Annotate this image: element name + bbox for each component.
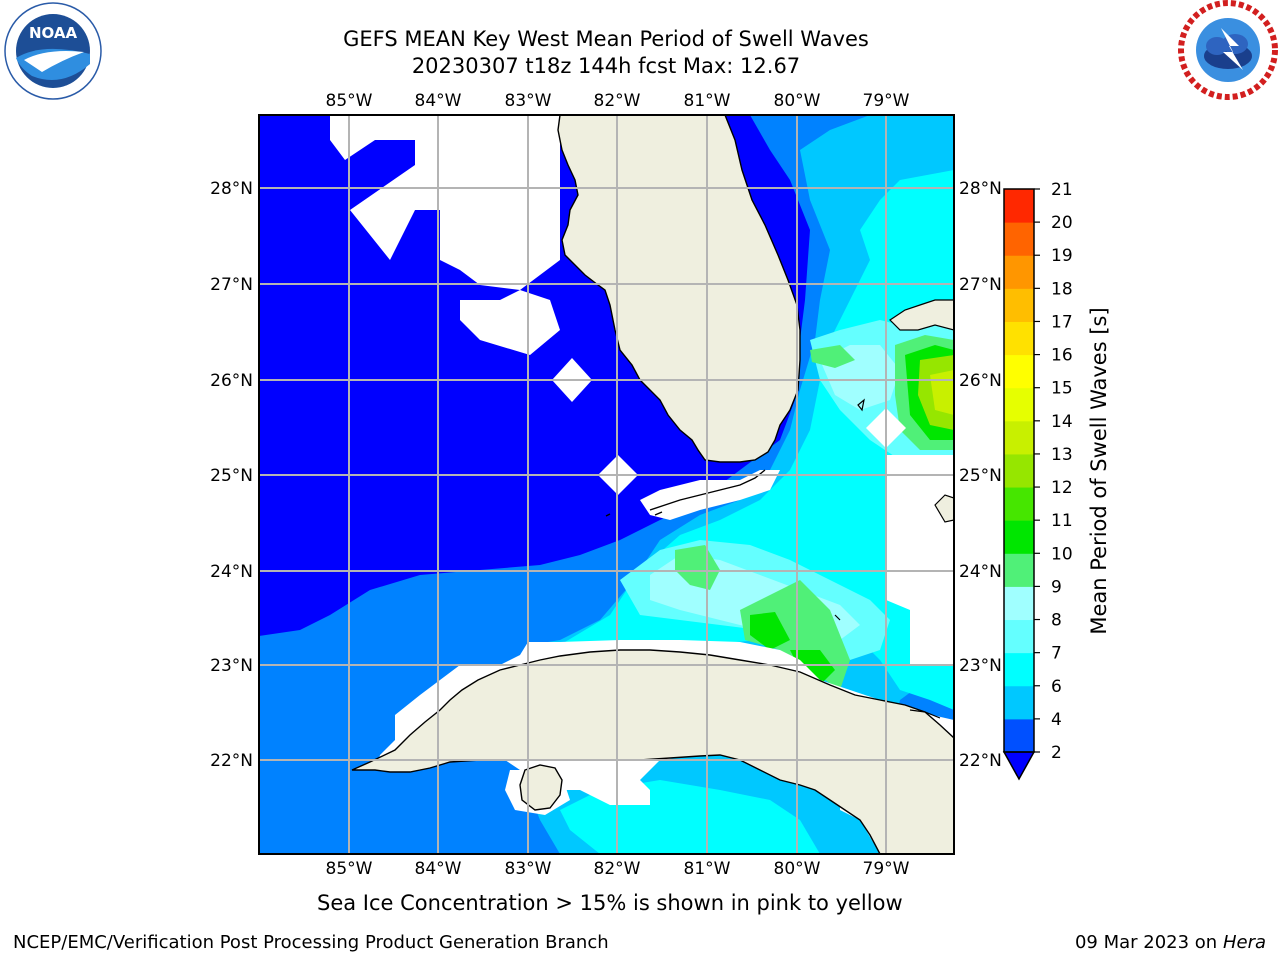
colorbar-segment bbox=[1004, 189, 1034, 223]
lon-labels-bottom: 85°W 84°W 83°W 82°W 81°W 80°W 79°W bbox=[326, 859, 910, 879]
chart-title: GEFS MEAN Key West Mean Period of Swell … bbox=[343, 27, 869, 51]
colorbar-segment bbox=[1004, 718, 1034, 753]
graticule bbox=[259, 115, 954, 854]
swell-band-9-10 bbox=[675, 545, 720, 590]
land-bahamas bbox=[889, 299, 954, 331]
colorbar-extend-arrow bbox=[1002, 751, 1036, 781]
lat-label: 25°N bbox=[959, 466, 1002, 486]
colorbar-tick-label: 11 bbox=[1051, 511, 1073, 531]
lat-label: 24°N bbox=[959, 562, 1002, 582]
colorbar-segment bbox=[1004, 420, 1034, 455]
lat-label: 27°N bbox=[959, 275, 1002, 295]
chart-subtitle-run: 20230307 t18z 144h fcst Max: 12.67 bbox=[411, 54, 801, 78]
map-frame bbox=[258, 114, 955, 855]
lon-label: 84°W bbox=[415, 91, 462, 111]
colorbar-tick-label: 6 bbox=[1051, 677, 1062, 697]
lat-label: 23°N bbox=[959, 656, 1002, 676]
lon-label: 80°W bbox=[774, 859, 821, 879]
colorbar-segment bbox=[1004, 553, 1034, 587]
colorbar-tick-label: 8 bbox=[1051, 611, 1062, 631]
colorbar-tick-label: 18 bbox=[1051, 279, 1073, 299]
land-andros bbox=[934, 494, 954, 523]
colorbar-tick-label: 21 bbox=[1051, 180, 1073, 200]
lon-label: 81°W bbox=[684, 91, 731, 111]
land-islets bbox=[834, 398, 941, 719]
colorbar-tick-label: 14 bbox=[1051, 412, 1073, 432]
swell-band-10-11-b bbox=[790, 650, 835, 685]
sea-ice-note: Sea Ice Concentration > 15% is shown in … bbox=[317, 891, 903, 915]
footer-credit: NCEP/EMC/Verification Post Processing Pr… bbox=[13, 932, 609, 953]
lon-label: 79°W bbox=[863, 91, 910, 111]
lat-label: 25°N bbox=[210, 466, 253, 486]
lat-label: 23°N bbox=[210, 656, 253, 676]
lat-label: 26°N bbox=[210, 371, 253, 391]
lon-label: 83°W bbox=[505, 91, 552, 111]
swell-band-12-13 bbox=[930, 370, 954, 415]
colorbar-label: Mean Period of Swell Waves [s] bbox=[1087, 307, 1111, 634]
colorbar-segment bbox=[1004, 453, 1034, 488]
land-florida-keys bbox=[605, 469, 766, 517]
lat-label: 22°N bbox=[959, 751, 1002, 771]
lon-label: 80°W bbox=[774, 91, 821, 111]
colorbar-segment bbox=[1004, 652, 1034, 687]
colorbar-tick-label: 17 bbox=[1051, 312, 1073, 332]
colorbar-segment bbox=[1004, 619, 1034, 654]
colorbar-tick-label: 20 bbox=[1051, 213, 1073, 233]
lon-label: 85°W bbox=[326, 91, 373, 111]
lat-label: 28°N bbox=[210, 179, 253, 199]
swell-band-10-11 bbox=[750, 612, 790, 650]
colorbar-frame bbox=[1003, 188, 1035, 753]
lat-label: 27°N bbox=[210, 275, 253, 295]
colorbar-segment bbox=[1004, 321, 1034, 356]
colorbar-tick-label: 15 bbox=[1051, 379, 1073, 399]
colorbar-segment bbox=[1004, 387, 1034, 422]
colorbar-tick-label: 19 bbox=[1051, 246, 1073, 266]
colorbar-segment bbox=[1004, 586, 1034, 621]
lon-label: 81°W bbox=[684, 859, 731, 879]
noaa-logo-icon: NOAA bbox=[4, 2, 102, 100]
lat-labels-left: 28°N 27°N 26°N 25°N 24°N 23°N 22°N bbox=[210, 179, 253, 771]
footer-date: 09 Mar 2023 on Hera bbox=[1075, 932, 1266, 953]
nws-logo-icon bbox=[1178, 0, 1278, 100]
noaa-logo-text: NOAA bbox=[29, 24, 78, 42]
land-florida bbox=[557, 115, 801, 463]
land-isle-of-youth bbox=[519, 764, 563, 811]
lon-label: 79°W bbox=[863, 859, 910, 879]
colorbar-tick-label: 10 bbox=[1051, 544, 1073, 564]
lat-label: 24°N bbox=[210, 562, 253, 582]
colorbar-tick-label: 9 bbox=[1051, 577, 1062, 597]
colorbar-segment bbox=[1004, 255, 1034, 289]
colorbar-tick-label: 13 bbox=[1051, 445, 1073, 465]
lat-label: 26°N bbox=[959, 371, 1002, 391]
colorbar-segment bbox=[1004, 222, 1034, 256]
lon-label: 84°W bbox=[415, 859, 462, 879]
lat-label: 28°N bbox=[959, 179, 1002, 199]
colorbar-segment bbox=[1004, 288, 1034, 322]
colorbar-segment bbox=[1004, 685, 1034, 720]
colorbar-segment bbox=[1004, 520, 1034, 554]
lon-labels-top: 85°W 84°W 83°W 82°W 81°W 80°W 79°W bbox=[326, 91, 910, 111]
lon-label: 82°W bbox=[594, 859, 641, 879]
swell-band-9-10-c bbox=[810, 345, 855, 368]
footer-date-text: 09 Mar 2023 on bbox=[1074, 932, 1218, 953]
colorbar: 2 4 6 7 8 9 10 11 12 13 14 15 16 17 18 19 20 21 bbox=[1002, 180, 1073, 781]
colorbar-tick-label: 2 bbox=[1051, 743, 1062, 763]
lon-label: 82°W bbox=[594, 91, 641, 111]
colorbar-tick-label: 7 bbox=[1051, 644, 1062, 664]
colorbar-segment bbox=[1004, 354, 1034, 389]
lat-labels-right: 28°N 27°N 26°N 25°N 24°N 23°N 22°N bbox=[959, 179, 1002, 771]
colorbar-tick-label: 4 bbox=[1051, 710, 1062, 730]
lon-label: 85°W bbox=[326, 859, 373, 879]
colorbar-tick-label: 16 bbox=[1051, 346, 1073, 366]
lon-label: 83°W bbox=[505, 859, 552, 879]
lat-label: 22°N bbox=[210, 751, 253, 771]
colorbar-tick-label: 12 bbox=[1051, 478, 1073, 498]
colorbar-segment bbox=[1004, 487, 1034, 521]
footer-host: Hera bbox=[1222, 932, 1266, 953]
